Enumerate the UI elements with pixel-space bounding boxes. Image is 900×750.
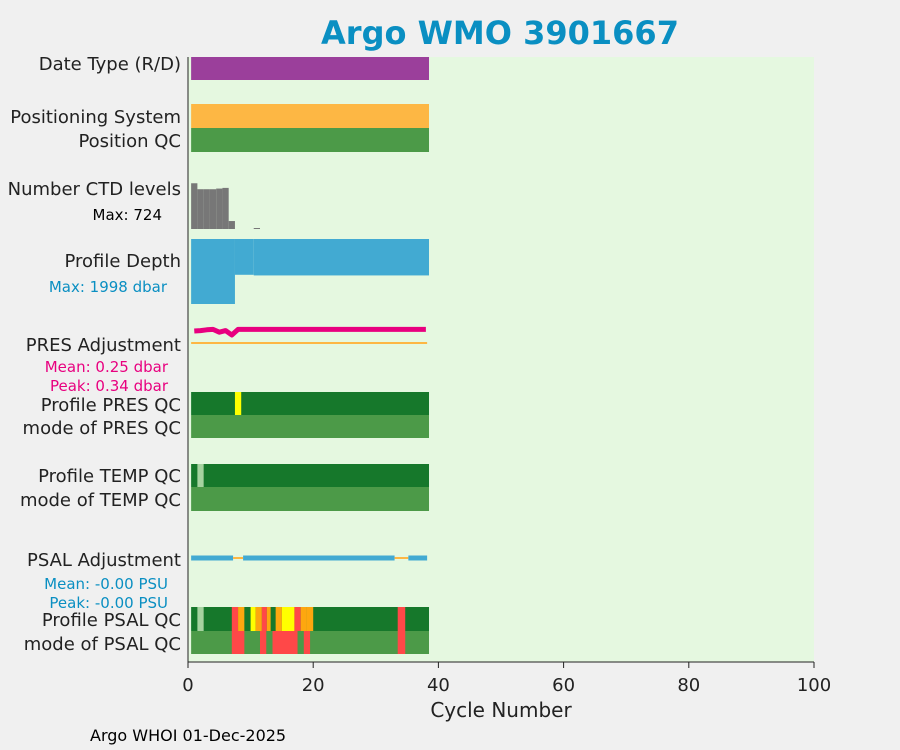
pres-peak-annotation: Peak: 0.34 dbar <box>50 377 169 395</box>
ctd-bar <box>203 189 210 229</box>
profile-psal-qc-flag <box>266 607 271 631</box>
profile-pres-qc-label: Profile PRES QC <box>41 395 181 416</box>
mode-psal-qc-flag <box>272 631 298 654</box>
mode-pres-qc-label: mode of PRES QC <box>23 418 181 439</box>
profile-psal-qc-flag <box>261 607 267 631</box>
x-tick-label: 60 <box>552 675 575 696</box>
profile-psal-qc-flag <box>397 607 406 631</box>
x-axis-label: Cycle Number <box>430 698 572 722</box>
x-tick-label: 100 <box>797 675 831 696</box>
ctd-max-annotation: Max: 724 <box>93 206 162 224</box>
depth-bar <box>253 239 430 276</box>
x-tick-label: 20 <box>302 675 325 696</box>
pres-adjustment-label: PRES Adjustment <box>26 335 181 356</box>
mode-psal-qc-label: mode of PSAL QC <box>24 634 181 655</box>
x-tick-label: 0 <box>182 675 193 696</box>
mode-psal-qc-flag <box>231 631 245 654</box>
mode-psal-qc-flag <box>303 631 311 654</box>
ctd-bar <box>228 221 235 229</box>
profile-temp-qc-label: Profile TEMP QC <box>38 466 181 487</box>
plot-background <box>188 57 814 662</box>
profile-psal-qc-flag <box>231 607 239 631</box>
x-tick-label: 80 <box>677 675 700 696</box>
ctd-bar <box>216 188 223 229</box>
date-type-label: Date Type (R/D) <box>39 54 181 75</box>
chart-title: Argo WMO 3901667 <box>321 14 679 52</box>
profile-temp-qc-flag <box>197 464 204 487</box>
footer-credit: Argo WHOI 01-Dec-2025 <box>90 726 286 745</box>
date-type-bar <box>191 57 430 80</box>
row-labels: Date Type (R/D) Positioning System Positio… <box>8 54 181 655</box>
profile-psal-qc-label: Profile PSAL QC <box>42 610 181 631</box>
profile-psal-qc-flag <box>300 607 307 631</box>
profile-pres-qc-bar <box>191 392 430 415</box>
profile-depth-label: Profile Depth <box>64 251 181 272</box>
ctd-bar <box>209 189 217 229</box>
pres-mean-annotation: Mean: 0.25 dbar <box>45 358 169 376</box>
profile-psal-qc-flag <box>238 607 245 631</box>
ctd-levels-label: Number CTD levels <box>8 179 181 200</box>
mode-psal-qc-flag <box>259 631 267 654</box>
ctd-bar <box>222 187 229 229</box>
ctd-bar <box>191 183 198 229</box>
ctd-bar <box>197 189 204 229</box>
profile-psal-qc-flag <box>306 607 314 631</box>
position-qc-label: Position QC <box>78 131 181 152</box>
mode-pres-qc-bar <box>191 415 430 438</box>
mode-psal-qc-flag <box>397 631 406 654</box>
x-tick-label: 40 <box>427 675 450 696</box>
profile-pres-qc-flag <box>234 392 242 415</box>
positioning-system-label: Positioning System <box>10 107 181 128</box>
position-qc-bar <box>191 128 430 152</box>
psal-peak-annotation: Peak: -0.00 PSU <box>49 594 168 612</box>
depth-bar <box>234 239 254 275</box>
profile-psal-qc-flag <box>197 607 204 631</box>
mode-temp-qc-label: mode of TEMP QC <box>20 490 181 511</box>
profile-psal-qc-flag <box>255 607 262 631</box>
profile-psal-qc-flag <box>275 607 282 631</box>
profile-psal-qc-flag <box>250 607 256 631</box>
ctd-bar <box>253 228 260 229</box>
x-ticks: 0 20 40 60 80 100 <box>182 662 831 696</box>
depth-bar <box>191 239 235 304</box>
psal-mean-annotation: Mean: -0.00 PSU <box>44 575 168 593</box>
pres-adjustment-line <box>194 326 426 338</box>
positioning-system-bar <box>191 104 430 128</box>
profile-psal-qc-flag <box>294 607 301 631</box>
profile-psal-qc-flag <box>281 607 295 631</box>
depth-max-annotation: Max: 1998 dbar <box>49 278 168 296</box>
psal-adjustment-label: PSAL Adjustment <box>27 550 181 571</box>
chart-marks <box>191 57 430 654</box>
mode-temp-qc-bar <box>191 487 430 511</box>
profile-temp-qc-bar <box>191 464 430 487</box>
